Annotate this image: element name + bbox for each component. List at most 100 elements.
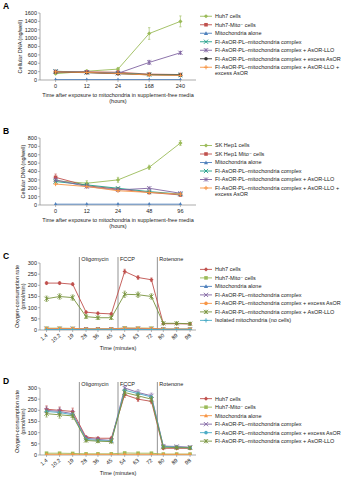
text-line: FI-AsOR-PL–mitochondria complex + AsOR-L…: [215, 64, 339, 70]
error-bar: [175, 322, 177, 324]
text-line: (pmol/min): [20, 283, 26, 309]
series-line: [47, 271, 191, 323]
y-tick-label: 700: [28, 143, 37, 149]
text-line: excess AsOR: [215, 191, 248, 197]
data-point: [149, 278, 153, 282]
data-point: [54, 178, 58, 182]
data-point: [175, 327, 179, 330]
legend-marker: [204, 267, 208, 271]
y-tick: [38, 432, 40, 433]
data-point: [54, 202, 58, 205]
data-point: [149, 397, 153, 401]
series-line: [47, 328, 191, 329]
x-tick: [124, 455, 125, 457]
series-line: [56, 184, 181, 194]
text-line: Time after exposure to mitochondria in s…: [42, 92, 194, 98]
data-point: [44, 412, 48, 416]
data-point: [162, 445, 166, 449]
error-bar: [97, 312, 99, 314]
error-bar: [179, 52, 181, 55]
x-tick: [86, 455, 87, 457]
legend-marker: [204, 186, 208, 190]
text-line: Oxygen-consumption rate: [14, 390, 20, 453]
data-point: [149, 452, 153, 455]
legend-marker: [204, 422, 208, 426]
y-tick-label: 400: [28, 168, 37, 174]
data-point: [116, 72, 120, 76]
data-point: [85, 71, 89, 75]
text-line: Cellular DNA (ng/well): [20, 144, 26, 198]
error-bar: [148, 28, 150, 40]
legend-marker: [204, 169, 208, 173]
error-bar: [123, 291, 125, 297]
error-bar: [189, 447, 191, 449]
legend-marker: [204, 318, 208, 322]
legend-marker: [204, 284, 208, 288]
y-tick-label: 200: [28, 69, 37, 75]
y-tick: [38, 318, 40, 319]
y-tick-label: 300: [28, 385, 37, 391]
legend-marker: [204, 65, 208, 69]
x-tick: [149, 205, 150, 207]
series-line: [47, 328, 191, 330]
series-line: [47, 395, 191, 449]
x-tick: [124, 330, 125, 332]
legend-marker: [204, 40, 208, 44]
data-point: [123, 327, 127, 330]
x-tick-label: 48: [146, 208, 152, 214]
x-tick-label: 45: [105, 332, 114, 341]
x-tick-label: 0: [54, 208, 57, 214]
x-tick: [190, 455, 191, 457]
x-tick-label: 12: [84, 83, 90, 89]
x-tick: [72, 455, 73, 457]
x-tick: [151, 455, 152, 457]
text-line: FI-AsOR-PL–mitochondria complex + excess…: [215, 300, 341, 306]
y-tick: [38, 388, 40, 389]
x-tick: [118, 205, 119, 207]
data-point: [96, 327, 100, 330]
data-point: [147, 72, 151, 76]
annotation: FCCP: [120, 256, 135, 262]
x-tick: [97, 455, 98, 457]
x-tick: [72, 330, 73, 332]
x-tick-label: 240: [176, 83, 185, 89]
data-point: [123, 269, 127, 273]
error-bar: [71, 295, 73, 300]
series-line: [56, 72, 181, 76]
data-point: [178, 191, 182, 195]
series-line: [47, 453, 191, 454]
series-line: [56, 71, 181, 75]
annotation: Rotenone: [159, 256, 183, 262]
text-line: FI-AsOR-PL–mitochondria complex: [215, 168, 302, 174]
data-point: [175, 327, 179, 330]
legend-label: Mitochondria alone: [215, 283, 261, 289]
data-point: [175, 321, 179, 325]
error-bar: [97, 316, 99, 320]
x-tick-label: 12: [84, 208, 90, 214]
text-line: SK Hep1 cells: [215, 142, 250, 148]
x-tick: [55, 80, 56, 82]
text-line: Mitochondria alone: [215, 413, 261, 419]
error-bar: [85, 439, 87, 442]
data-point: [136, 275, 140, 279]
data-point: [96, 439, 100, 443]
x-tick: [111, 455, 112, 457]
text-line: FI-AsOR-PL–mitochondria complex: [215, 292, 302, 298]
plot-area: [54, 16, 183, 80]
x-tick: [118, 80, 119, 82]
data-point: [110, 452, 114, 455]
legend-marker: [204, 31, 208, 35]
data-point: [116, 71, 120, 75]
annotation: FCCP: [120, 381, 135, 387]
data-point: [161, 445, 165, 449]
legend-label: FI-AsOR-PL–mitochondria complex + AsOR-L…: [215, 185, 339, 197]
text-line: Mitochondria alone: [215, 283, 261, 289]
data-point: [85, 77, 89, 80]
data-point: [123, 328, 127, 330]
panel: B0100200300400500600700800Cellular DNA (…: [3, 126, 339, 229]
data-point: [179, 73, 183, 77]
y-tick: [38, 455, 40, 456]
text-line: Isolated mitochondria (no cells): [215, 317, 291, 323]
data-point: [147, 165, 151, 169]
legend-marker: [204, 310, 208, 314]
